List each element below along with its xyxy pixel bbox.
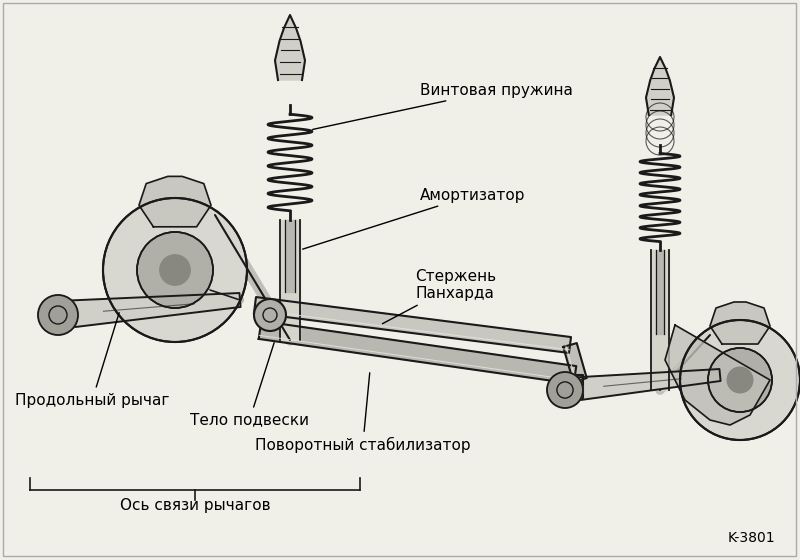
Polygon shape [258, 321, 576, 384]
Text: Стержень
Панхарда: Стержень Панхарда [382, 269, 496, 324]
Text: Поворотный стабилизатор: Поворотный стабилизатор [255, 373, 470, 453]
Text: Амортизатор: Амортизатор [302, 188, 526, 249]
Polygon shape [57, 293, 241, 329]
Circle shape [160, 255, 190, 285]
Text: Тело подвески: Тело подвески [190, 343, 309, 427]
Text: K-3801: K-3801 [727, 531, 775, 545]
Circle shape [680, 320, 800, 440]
Polygon shape [710, 302, 770, 344]
Polygon shape [564, 369, 721, 402]
Polygon shape [285, 220, 295, 292]
Text: Продольный рычаг: Продольный рычаг [15, 312, 170, 408]
Circle shape [38, 295, 78, 335]
Text: Винтовая пружина: Винтовая пружина [313, 82, 573, 129]
Polygon shape [275, 15, 305, 80]
Polygon shape [563, 343, 586, 382]
Circle shape [708, 348, 772, 412]
Polygon shape [665, 325, 770, 425]
Polygon shape [651, 250, 669, 390]
Circle shape [727, 367, 753, 393]
Polygon shape [656, 250, 664, 334]
Polygon shape [254, 297, 571, 353]
Polygon shape [280, 220, 300, 340]
Circle shape [547, 372, 583, 408]
Polygon shape [567, 375, 583, 398]
Circle shape [254, 299, 286, 331]
Polygon shape [646, 57, 674, 115]
Polygon shape [139, 176, 211, 227]
Circle shape [103, 198, 247, 342]
Text: Ось связи рычагов: Ось связи рычагов [120, 498, 270, 513]
Circle shape [137, 232, 213, 308]
